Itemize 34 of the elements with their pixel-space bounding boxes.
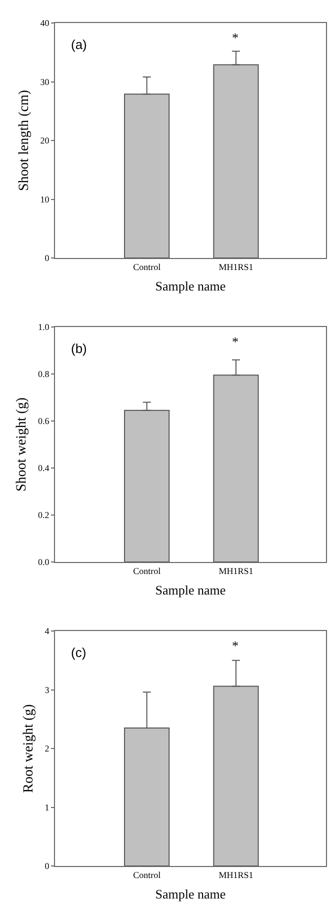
x-tick-label: MH1RS1: [218, 566, 254, 576]
annotation: (b): [71, 341, 87, 356]
y-tick-label: 10: [40, 194, 50, 204]
y-axis-title: Root weight (g): [21, 704, 36, 793]
annotation: (c): [71, 645, 86, 660]
x-tick-label: MH1RS1: [218, 262, 254, 272]
y-tick-label: 1: [44, 802, 50, 812]
annotation: *: [232, 334, 238, 349]
y-tick-label: 2: [44, 744, 50, 754]
x-tick-label: Control: [133, 262, 162, 272]
annotation: (a): [71, 37, 87, 52]
y-tick-label: 0: [44, 253, 50, 264]
x-tick-label: Control: [133, 566, 162, 576]
y-tick-label: 0.8: [38, 369, 50, 380]
y-tick-label: 0.6: [38, 416, 50, 426]
y-tick-label: 1.0: [38, 322, 50, 332]
x-tick-label: MH1RS1: [218, 870, 254, 880]
x-axis-title: Sample name: [155, 278, 226, 294]
y-axis-title: Shoot weight (g): [14, 397, 30, 492]
annotation: *: [232, 30, 238, 45]
y-tick-label: 0.0: [38, 557, 50, 568]
x-axis-title: Sample name: [155, 582, 226, 598]
annotation: *: [232, 638, 238, 653]
y-tick-label: 0.4: [38, 463, 50, 474]
y-tick-label: 30: [40, 76, 50, 87]
y-axis-title: Shoot length (cm): [16, 90, 32, 192]
y-tick-label: 0: [44, 861, 50, 872]
y-tick-label: 40: [40, 18, 50, 28]
y-tick-label: 0.2: [38, 510, 50, 520]
y-tick-label: 4: [44, 626, 50, 636]
y-tick-label: 3: [44, 684, 50, 695]
y-tick-label: 20: [40, 136, 50, 146]
x-tick-label: Control: [133, 870, 162, 880]
x-axis-title: Sample name: [155, 886, 226, 902]
